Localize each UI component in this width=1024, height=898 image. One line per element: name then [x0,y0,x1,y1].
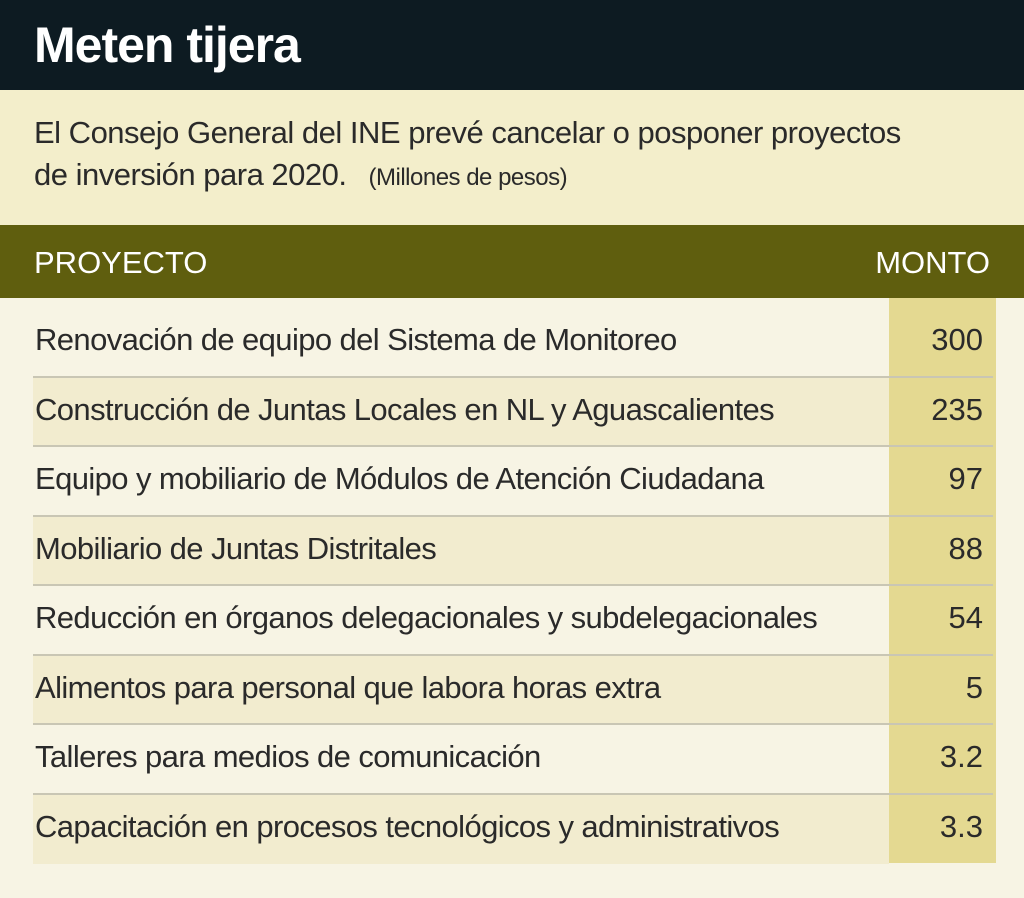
project-amount: 54 [948,600,983,635]
project-amount: 88 [948,530,983,566]
project-name: Reducción en órganos delegacionales y su… [35,600,818,635]
table-row: Mobiliario de Juntas Distritales 88 [33,516,993,586]
project-name: Renovación de equipo del Sistema de Moni… [35,322,677,357]
project-amount: 3.3 [939,808,983,844]
table-header: PROYECTO MONTO [0,225,1024,298]
subtitle-box: El Consejo General del INE prevé cancela… [0,90,1024,225]
project-amount: 300 [931,322,983,357]
project-amount: 235 [931,391,983,427]
title-bar: Meten tijera [0,0,1024,90]
table-row: Equipo y mobiliario de Módulos de Atenci… [33,447,993,517]
project-name: Construcción de Juntas Locales en NL y A… [35,391,775,427]
project-name: Talleres para medios de comunicación [35,739,541,774]
table-row: Construcción de Juntas Locales en NL y A… [33,377,993,447]
table-row: Capacitación en procesos tecnológicos y … [33,794,993,864]
project-name: Mobiliario de Juntas Distritales [35,530,437,566]
table-row: Reducción en órganos delegacionales y su… [33,586,993,656]
project-amount: 3.2 [939,739,983,774]
table-row: Alimentos para personal que labora horas… [33,655,993,725]
table-body: Renovación de equipo del Sistema de Moni… [33,308,993,864]
table-row: Renovación de equipo del Sistema de Moni… [33,308,993,378]
page-title: Meten tijera [34,17,301,73]
project-name: Capacitación en procesos tecnológicos y … [35,808,780,844]
unit-label: (Millones de pesos) [368,164,568,191]
subtitle: El Consejo General del INE prevé cancela… [34,112,934,199]
project-name: Equipo y mobiliario de Módulos de Atenci… [35,461,764,496]
project-amount: 97 [948,461,983,496]
subtitle-text: El Consejo General del INE prevé cancela… [34,115,901,192]
project-amount: 5 [965,669,983,705]
project-name: Alimentos para personal que labora horas… [35,669,661,705]
table-row: Talleres para medios de comunicación 3.2 [33,725,993,795]
column-header-proyecto: PROYECTO [34,245,208,280]
column-header-monto: MONTO [875,245,990,280]
